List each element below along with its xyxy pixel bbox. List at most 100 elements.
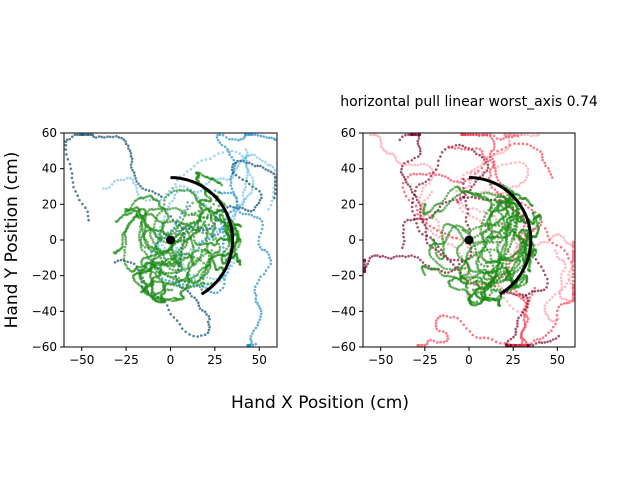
green-trajectory-point	[205, 231, 208, 235]
green-trajectory-point	[496, 296, 499, 300]
green-trajectory-point	[143, 287, 147, 291]
green-trajectory-point	[441, 199, 445, 203]
trajectory-point	[272, 172, 275, 175]
green-trajectory-point	[210, 282, 213, 285]
trajectory-point	[404, 255, 407, 259]
green-trajectory-point	[140, 224, 144, 228]
green-trajectory-point	[206, 216, 209, 219]
green-trajectory-point	[451, 197, 455, 201]
trajectory-point	[273, 180, 277, 183]
trajectory-point	[144, 188, 148, 192]
green-trajectory-point	[490, 193, 494, 196]
trajectory-point	[388, 152, 392, 155]
green-trajectory-point	[190, 241, 194, 245]
green-trajectory-point	[188, 237, 192, 240]
green-trajectory-point	[476, 258, 480, 261]
green-trajectory-point	[443, 197, 447, 200]
trajectory-point	[509, 337, 513, 341]
trajectory-point	[444, 201, 448, 204]
trajectory-point	[418, 217, 421, 220]
green-trajectory-point	[196, 214, 199, 217]
trajectory-point	[175, 246, 178, 250]
trajectory-point	[206, 320, 210, 324]
trajectory-point	[513, 142, 516, 145]
trajectory-point	[230, 168, 234, 171]
trajectory-point	[223, 191, 226, 195]
green-trajectory-point	[206, 245, 209, 248]
green-trajectory-point	[502, 279, 505, 282]
trajectory-point	[445, 315, 449, 318]
green-trajectory-point	[461, 288, 464, 291]
trajectory-point	[198, 307, 202, 310]
trajectory-point	[257, 235, 261, 239]
green-trajectory-point	[133, 199, 137, 203]
green-trajectory-point	[485, 220, 489, 223]
trajectory-point	[555, 313, 559, 317]
green-trajectory-point	[493, 193, 497, 197]
trajectory-point	[248, 193, 251, 196]
trajectory-point	[456, 200, 460, 204]
trajectory-point	[226, 147, 229, 151]
trajectory-point	[248, 343, 252, 347]
trajectory-point	[186, 289, 190, 293]
green-trajectory-point	[226, 226, 230, 229]
trajectory-point	[514, 241, 518, 245]
trajectory-point	[250, 153, 253, 156]
green-trajectory-point	[489, 221, 492, 225]
trajectory-point	[488, 152, 492, 155]
trajectory-point	[261, 223, 265, 227]
trajectory-point	[545, 301, 549, 305]
trajectory-point	[560, 273, 563, 276]
green-trajectory-point	[147, 292, 150, 296]
x-tick-label: 0	[167, 353, 175, 367]
trajectory-point	[559, 245, 563, 249]
green-trajectory-point	[123, 259, 126, 263]
green-trajectory-point	[509, 273, 513, 276]
trajectory-point	[409, 188, 413, 191]
trajectory-point	[421, 232, 424, 236]
green-trajectory-point	[441, 229, 445, 232]
green-trajectory-point	[177, 276, 181, 280]
green-trajectory-point	[499, 275, 503, 279]
green-trajectory-point	[495, 274, 499, 277]
trajectory-point	[470, 195, 474, 199]
trajectory-point	[257, 243, 261, 246]
green-trajectory-point	[510, 215, 514, 219]
trajectory-point	[215, 136, 219, 139]
green-trajectory-point	[477, 240, 480, 244]
green-trajectory-point	[443, 224, 446, 227]
trajectory-point	[524, 164, 528, 168]
trajectory-point	[406, 160, 410, 163]
trajectory-point	[467, 148, 470, 151]
green-trajectory-point	[215, 239, 219, 243]
trajectory-point	[244, 182, 247, 186]
green-trajectory-point	[183, 246, 186, 249]
trajectory-point	[216, 233, 220, 236]
green-trajectory-point	[151, 249, 155, 253]
trajectory-point	[223, 282, 226, 286]
green-trajectory-point	[218, 191, 222, 194]
green-trajectory-point	[169, 231, 173, 235]
green-trajectory-point	[144, 195, 147, 199]
trajectory-point	[208, 317, 211, 321]
trajectory-point	[524, 343, 527, 347]
green-trajectory-point	[179, 236, 183, 239]
trajectory-point	[84, 133, 87, 137]
trajectory-point	[393, 154, 396, 157]
green-trajectory-point	[498, 304, 502, 308]
green-trajectory-point	[143, 246, 147, 249]
trajectory-point	[174, 250, 178, 253]
trajectory-point	[489, 133, 492, 137]
green-trajectory-point	[166, 274, 170, 278]
trajectory-point	[452, 180, 456, 183]
green-trajectory-point	[435, 254, 439, 257]
start-point-marker	[464, 235, 474, 245]
green-trajectory-point	[144, 225, 147, 228]
trajectory-point	[223, 234, 226, 238]
trajectory-point	[238, 211, 242, 214]
trajectory-point	[524, 301, 527, 304]
green-trajectory-point	[461, 241, 464, 245]
trajectory-point	[549, 237, 553, 240]
trajectory-point	[523, 133, 527, 137]
green-trajectory-point	[146, 210, 149, 214]
